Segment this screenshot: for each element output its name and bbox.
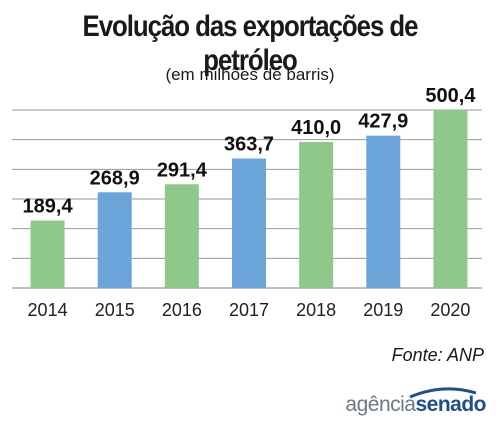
bar-2014 <box>30 220 65 288</box>
value-label-2014: 189,4 <box>23 196 74 218</box>
x-tick-labels: 2014 2015 2016 2017 2018 2019 2020 <box>28 300 471 320</box>
x-tick-2016: 2016 <box>162 300 202 320</box>
source-note: Fonte: ANP <box>391 345 484 365</box>
brand-logo-bold: senado <box>415 393 486 416</box>
value-labels: 189,4 268,9 291,4 363,7 410,0 427,9 500,4 <box>23 85 477 218</box>
bar-2020 <box>433 109 468 288</box>
bars <box>30 109 468 288</box>
x-tick-2018: 2018 <box>296 300 336 320</box>
bar-2018 <box>299 142 334 288</box>
value-label-2020: 500,4 <box>425 85 476 107</box>
chart-subtitle: (em milhões de barris) <box>165 65 335 84</box>
brand-logo-light: agência <box>345 393 416 416</box>
x-tick-2015: 2015 <box>95 300 135 320</box>
chart-title: Evolução das exportações de petróleo <box>82 10 419 77</box>
value-label-2019: 427,9 <box>358 111 408 133</box>
value-label-2016: 291,4 <box>157 159 208 181</box>
value-label-2015: 268,9 <box>90 167 140 189</box>
value-label-2017: 363,7 <box>224 134 274 156</box>
bar-2017 <box>232 158 266 288</box>
bar-2015 <box>97 192 132 288</box>
value-label-2018: 410,0 <box>291 117 341 139</box>
swoosh-icon <box>409 387 477 399</box>
x-tick-2020: 2020 <box>430 300 470 320</box>
x-tick-2017: 2017 <box>229 300 269 320</box>
x-tick-2014: 2014 <box>28 300 68 320</box>
bar-2016 <box>164 184 199 288</box>
x-tick-2019: 2019 <box>363 300 403 320</box>
brand-logo: agênciasenado <box>345 393 486 417</box>
bar-2019 <box>366 135 401 288</box>
